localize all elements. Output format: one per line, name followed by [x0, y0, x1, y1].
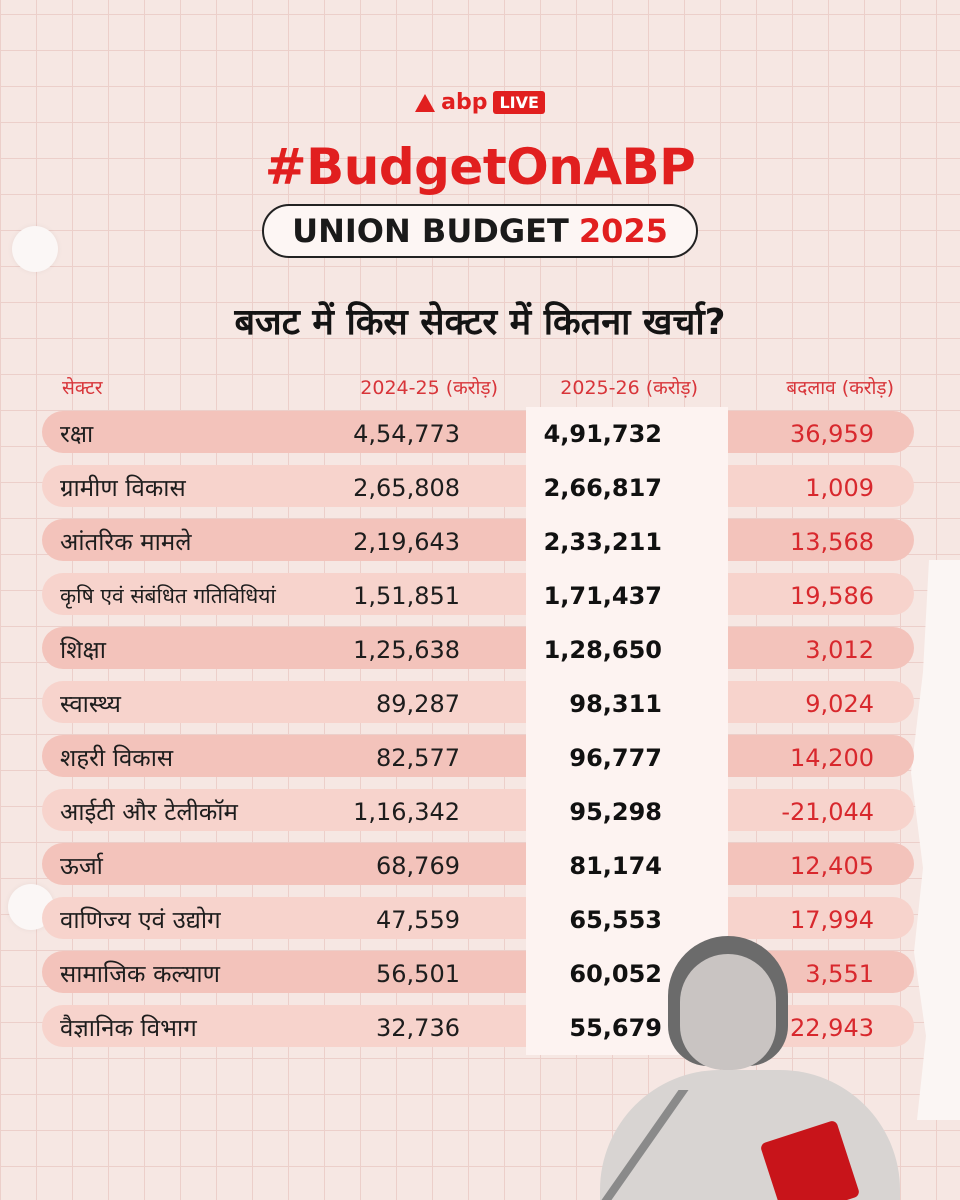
- brand-name: abp: [441, 90, 488, 115]
- value-2024-25: 82,577: [376, 744, 460, 772]
- sector-name: रक्षा: [60, 420, 94, 448]
- value-2024-25: 1,16,342: [353, 798, 460, 826]
- value-change: 13,568: [790, 528, 874, 556]
- sector-name: सामाजिक कल्याण: [60, 960, 220, 988]
- value-change: 1,009: [805, 474, 874, 502]
- table-row: शिक्षा 1,25,638 1,28,650 3,012: [42, 623, 914, 677]
- value-2025-26: 4,91,732: [543, 420, 662, 448]
- value-2024-25: 47,559: [376, 906, 460, 934]
- value-2024-25: 1,51,851: [353, 582, 460, 610]
- value-2024-25: 2,19,643: [353, 528, 460, 556]
- value-change: 19,586: [790, 582, 874, 610]
- value-2025-26: 60,052: [569, 960, 662, 988]
- value-2025-26: 65,553: [569, 906, 662, 934]
- value-2024-25: 4,54,773: [353, 420, 460, 448]
- value-2025-26: 2,33,211: [543, 528, 662, 556]
- value-2025-26: 96,777: [569, 744, 662, 772]
- union-budget-pill: UNION BUDGET 2025: [262, 204, 698, 258]
- table-row: आईटी और टेलीकॉम 1,16,342 95,298 -21,044: [42, 785, 914, 839]
- value-change: 22,943: [790, 1014, 874, 1042]
- sector-name: आईटी और टेलीकॉम: [60, 798, 238, 826]
- value-2025-26: 95,298: [569, 798, 662, 826]
- sector-name: शिक्षा: [60, 636, 106, 664]
- column-header-2024-25: 2024-25 (करोड़): [360, 377, 498, 399]
- abp-arrow-icon: [415, 93, 436, 112]
- budget-table: रक्षा 4,54,773 4,91,732 36,959 ग्रामीण व…: [42, 407, 914, 1055]
- value-2025-26: 1,71,437: [543, 582, 662, 610]
- live-badge: LIVE: [493, 91, 545, 114]
- value-2024-25: 1,25,638: [353, 636, 460, 664]
- column-header-change: बदलाव (करोड़): [786, 377, 894, 399]
- sector-name: शहरी विकास: [60, 744, 174, 772]
- value-change: 3,551: [805, 960, 874, 988]
- paper-punch-hole: [12, 226, 58, 272]
- finance-minister-photo: [600, 930, 900, 1200]
- value-change: 14,200: [790, 744, 874, 772]
- table-row: शहरी विकास 82,577 96,777 14,200: [42, 731, 914, 785]
- value-2024-25: 32,736: [376, 1014, 460, 1042]
- value-change: 9,024: [805, 690, 874, 718]
- budget-year: 2025: [578, 212, 668, 250]
- value-2025-26: 98,311: [569, 690, 662, 718]
- table-row: स्वास्थ्य 89,287 98,311 9,024: [42, 677, 914, 731]
- union-budget-label: UNION BUDGET: [292, 212, 569, 250]
- column-header-sector: सेक्टर: [62, 377, 103, 399]
- brand-logo: abp LIVE: [0, 90, 960, 115]
- column-header-2025-26: 2025-26 (करोड़): [560, 377, 698, 399]
- value-change: 17,994: [790, 906, 874, 934]
- table-row: कृषि एवं संबंधित गतिविधियां 1,51,851 1,7…: [42, 569, 914, 623]
- table-row: आंतरिक मामले 2,19,643 2,33,211 13,568: [42, 515, 914, 569]
- value-2024-25: 89,287: [376, 690, 460, 718]
- sector-name: वैज्ञानिक विभाग: [60, 1014, 197, 1042]
- value-change: -21,044: [781, 798, 874, 826]
- value-2025-26: 2,66,817: [543, 474, 662, 502]
- sector-name: स्वास्थ्य: [60, 690, 121, 718]
- sector-name: ऊर्जा: [60, 852, 103, 880]
- value-2025-26: 81,174: [569, 852, 662, 880]
- value-2025-26: 55,679: [569, 1014, 662, 1042]
- table-row: ऊर्जा 68,769 81,174 12,405: [42, 839, 914, 893]
- table-row: वाणिज्य एवं उद्योग 47,559 65,553 17,994: [42, 893, 914, 947]
- sector-name: ग्रामीण विकास: [60, 474, 186, 502]
- table-row: ग्रामीण विकास 2,65,808 2,66,817 1,009: [42, 461, 914, 515]
- value-change: 36,959: [790, 420, 874, 448]
- value-change: 3,012: [805, 636, 874, 664]
- page-headline: बजट में किस सेक्टर में कितना खर्चा?: [234, 302, 726, 343]
- hashtag-title: #BudgetOnABP: [264, 138, 696, 196]
- value-2025-26: 1,28,650: [543, 636, 662, 664]
- sector-name: वाणिज्य एवं उद्योग: [60, 906, 221, 934]
- value-2024-25: 68,769: [376, 852, 460, 880]
- value-change: 12,405: [790, 852, 874, 880]
- value-2024-25: 56,501: [376, 960, 460, 988]
- table-row: रक्षा 4,54,773 4,91,732 36,959: [42, 407, 914, 461]
- sector-name: आंतरिक मामले: [60, 528, 192, 556]
- sector-name: कृषि एवं संबंधित गतिविधियां: [60, 584, 276, 608]
- value-2024-25: 2,65,808: [353, 474, 460, 502]
